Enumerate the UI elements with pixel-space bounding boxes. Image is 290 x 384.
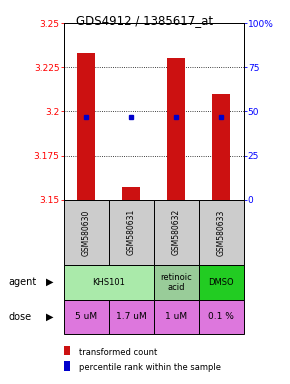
Text: DMSO: DMSO — [208, 278, 234, 287]
Bar — [109, 200, 154, 265]
Text: ▶: ▶ — [46, 277, 53, 287]
Text: 5 uM: 5 uM — [75, 312, 97, 321]
Text: GSM580630: GSM580630 — [82, 209, 91, 255]
Bar — [154, 200, 199, 265]
Text: 0.1 %: 0.1 % — [208, 312, 234, 321]
Text: percentile rank within the sample: percentile rank within the sample — [79, 363, 221, 372]
Bar — [64, 200, 109, 265]
Text: dose: dose — [9, 312, 32, 322]
Bar — [212, 94, 230, 200]
Bar — [199, 300, 244, 334]
Text: GSM580631: GSM580631 — [127, 209, 136, 255]
Bar — [77, 53, 95, 200]
Text: ▶: ▶ — [46, 312, 53, 322]
Text: 1 uM: 1 uM — [165, 312, 187, 321]
Bar — [199, 265, 244, 300]
Bar — [154, 300, 199, 334]
Bar — [64, 300, 109, 334]
Bar — [122, 187, 140, 200]
Text: transformed count: transformed count — [79, 348, 157, 357]
Bar — [109, 300, 154, 334]
Text: GSM580632: GSM580632 — [172, 209, 181, 255]
Text: 1.7 uM: 1.7 uM — [116, 312, 147, 321]
Bar — [64, 265, 154, 300]
Bar — [167, 58, 185, 200]
Text: agent: agent — [9, 277, 37, 287]
Text: GDS4912 / 1385617_at: GDS4912 / 1385617_at — [77, 14, 213, 27]
Text: KHS101: KHS101 — [92, 278, 125, 287]
Bar — [199, 200, 244, 265]
Text: GSM580633: GSM580633 — [217, 209, 226, 255]
Text: retinoic
acid: retinoic acid — [160, 273, 192, 291]
Bar — [154, 265, 199, 300]
